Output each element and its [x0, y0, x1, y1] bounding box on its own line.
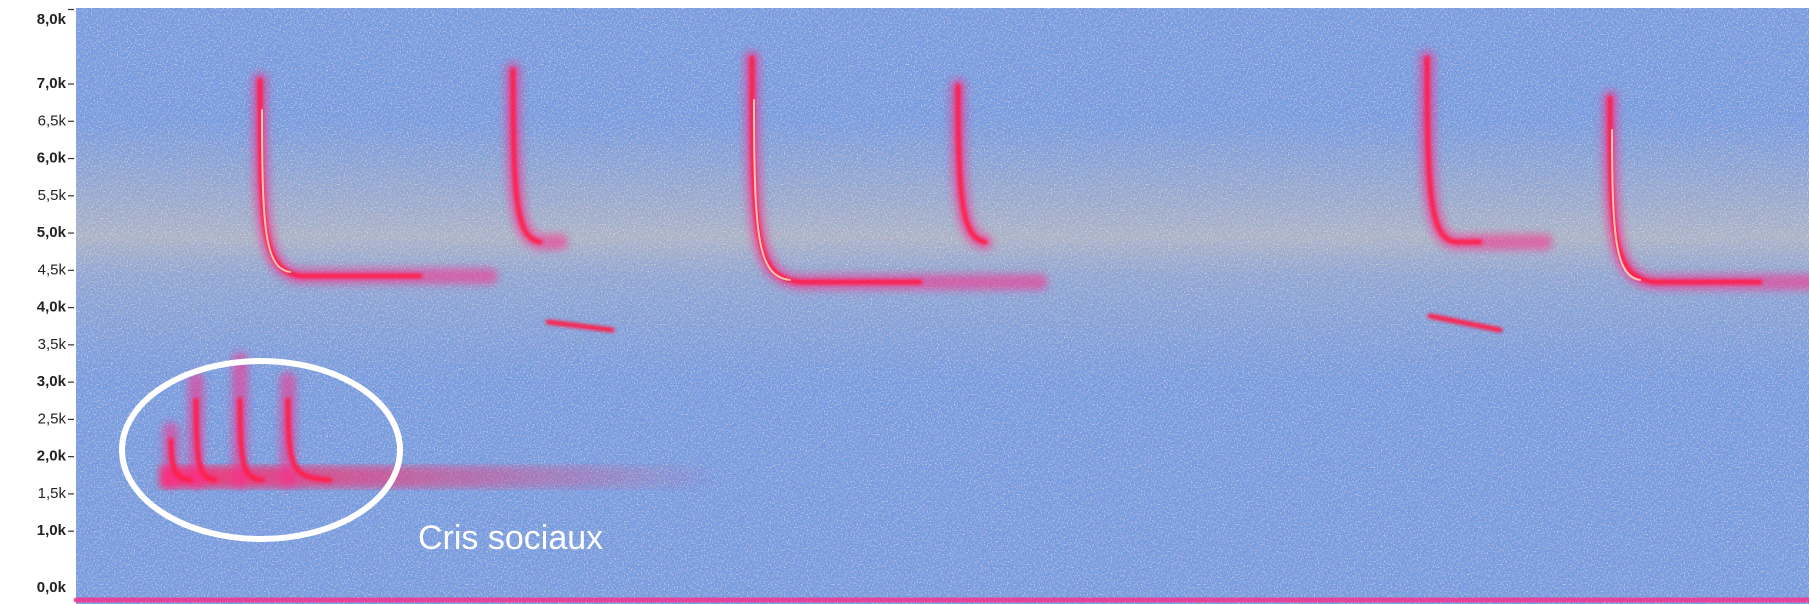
y-tick-label: 6,0k [37, 150, 67, 167]
y-tick-label: 7,0k [37, 75, 67, 92]
y-tick-label: 1,0k [37, 522, 67, 539]
y-tick-label: 4,5k [38, 261, 67, 278]
y-axis: 8,0k 7,0k 6,5k 6,0k 5,5k 5,0k 4,5k 4,0k 3,5k 3,0k… [37, 8, 74, 596]
y-tick-label: 3,5k [38, 336, 67, 353]
y-tick-label: 1,5k [38, 485, 67, 502]
y-tick-label: 3,0k [37, 373, 67, 390]
y-tick-label: 4,0k [37, 299, 67, 316]
y-tick-label: 2,0k [37, 448, 67, 465]
y-tick-label: 5,5k [38, 187, 67, 204]
y-tick-label: 2,5k [38, 410, 67, 427]
y-tick-label: 0,0k [37, 579, 67, 596]
spectrogram [73, 8, 1809, 604]
annotation: Cris sociaux [418, 519, 603, 557]
y-tick-label: 8,0k [37, 11, 67, 28]
highlight-ellipse [119, 358, 403, 542]
y-tick-label: 6,5k [38, 112, 67, 129]
y-tick-label: 5,0k [37, 224, 67, 241]
